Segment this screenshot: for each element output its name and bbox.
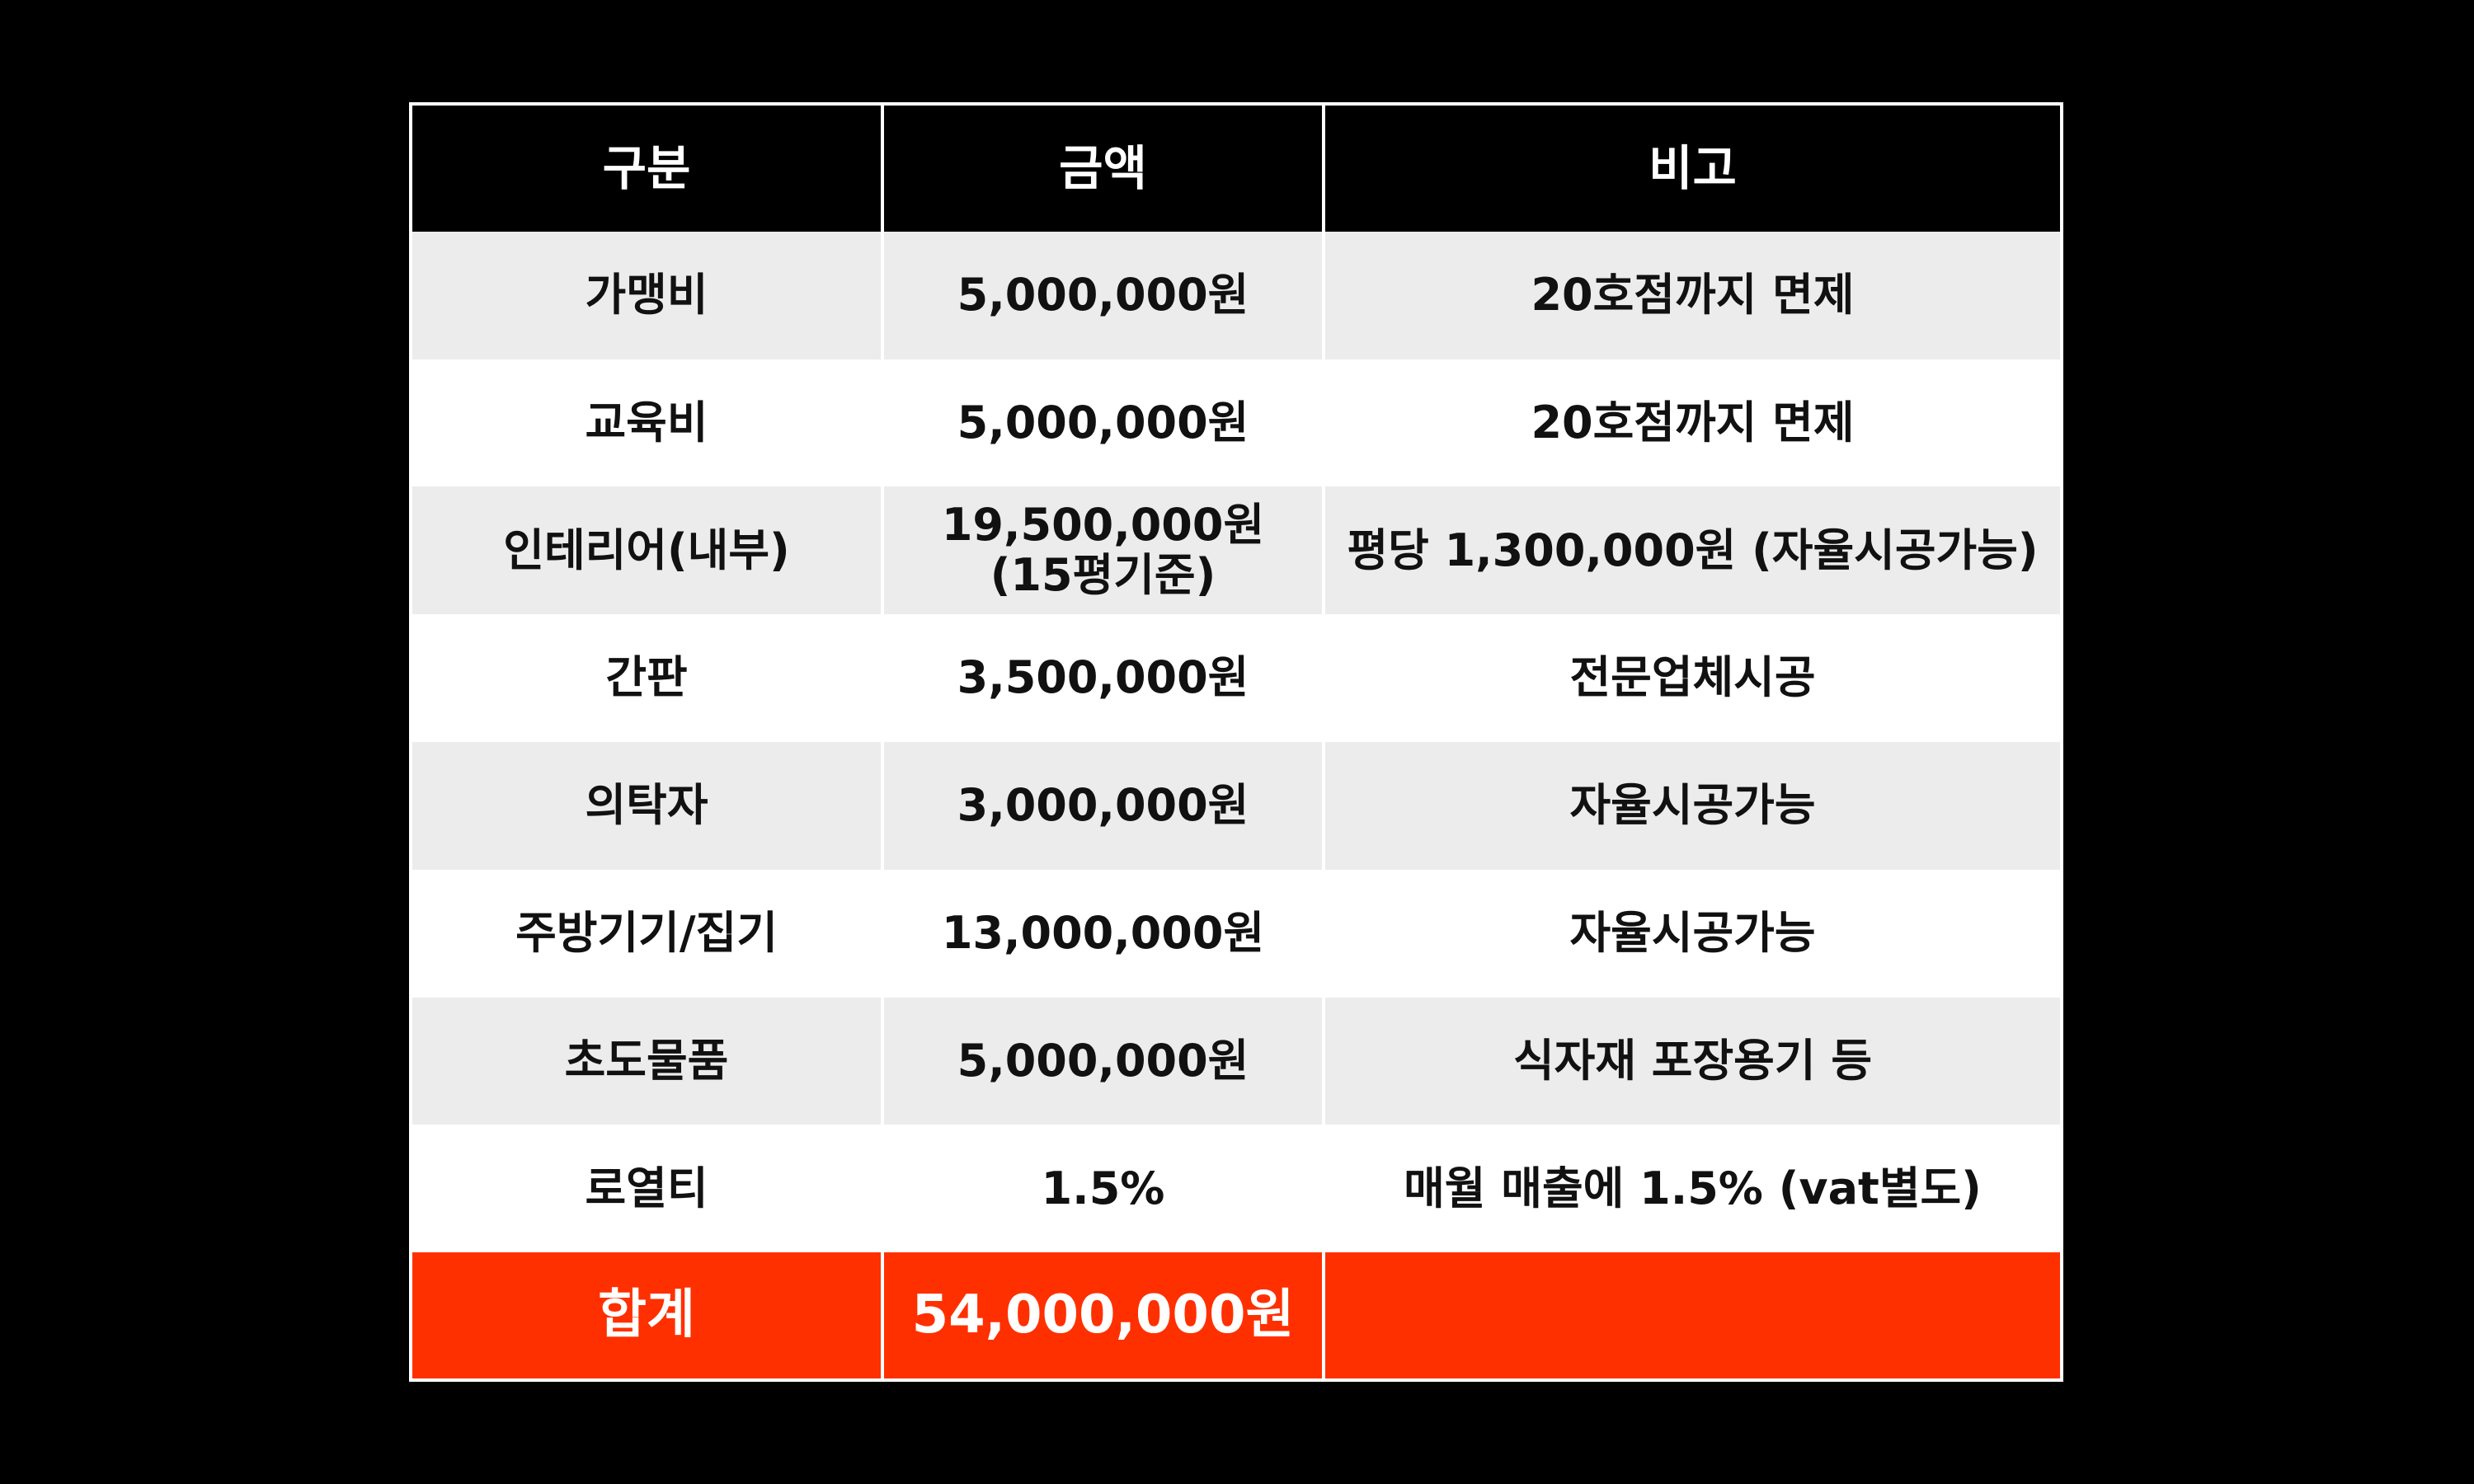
category-cell: 주방기기/집기 xyxy=(412,869,882,998)
total-remark xyxy=(1322,1252,2060,1378)
remark-cell: 평당 1,300,000원 (자율시공가능) xyxy=(1322,486,2060,615)
header-category: 구분 xyxy=(412,106,882,232)
amount-cell: 5,000,000원 xyxy=(881,997,1324,1125)
table-row: 교육비 5,000,000원 20호점까지 면제 xyxy=(412,359,2060,487)
category-cell: 간판 xyxy=(412,614,882,742)
header-remark: 비고 xyxy=(1322,106,2060,232)
amount-cell: 3,000,000원 xyxy=(881,741,1324,870)
remark-cell: 식자재 포장용기 등 xyxy=(1322,997,2060,1125)
amount-cell: 3,500,000원 xyxy=(881,614,1324,742)
remark-cell: 20호점까지 면제 xyxy=(1322,231,2060,359)
remark-cell: 20호점까지 면제 xyxy=(1322,359,2060,487)
table-row: 가맹비 5,000,000원 20호점까지 면제 xyxy=(412,231,2060,359)
total-amount: 54,000,000원 xyxy=(881,1252,1324,1378)
remark-cell: 매월 매출에 1.5% (vat별도) xyxy=(1322,1125,2060,1253)
remark-cell: 자율시공가능 xyxy=(1322,741,2060,870)
amount-cell: 5,000,000원 xyxy=(881,359,1324,487)
total-row: 합계 54,000,000원 xyxy=(412,1252,2060,1378)
category-cell: 초도물품 xyxy=(412,997,882,1125)
table-row: 초도물품 5,000,000원 식자재 포장용기 등 xyxy=(412,997,2060,1125)
franchise-cost-table: 구분 금액 비고 가맹비 5,000,000원 20호점까지 면제 교육비 5,… xyxy=(412,106,2060,1378)
table-row: 로열티 1.5% 매월 매출에 1.5% (vat별도) xyxy=(412,1125,2060,1253)
amount-cell: 13,000,000원 xyxy=(881,869,1324,998)
table-row: 간판 3,500,000원 전문업체시공 xyxy=(412,614,2060,742)
category-cell: 로열티 xyxy=(412,1125,882,1253)
category-cell: 가맹비 xyxy=(412,231,882,359)
category-cell: 교육비 xyxy=(412,359,882,487)
category-cell: 인테리어(내부) xyxy=(412,486,882,615)
amount-note: (15평기준) xyxy=(990,548,1216,601)
remark-cell: 전문업체시공 xyxy=(1322,614,2060,742)
table-row: 의탁자 3,000,000원 자율시공가능 xyxy=(412,741,2060,870)
amount-cell: 19,500,000원 (15평기준) xyxy=(881,486,1324,615)
table-header-row: 구분 금액 비고 xyxy=(412,106,2060,232)
amount-cell: 1.5% xyxy=(881,1125,1324,1253)
table-row: 인테리어(내부) 19,500,000원 (15평기준) 평당 1,300,00… xyxy=(412,486,2060,615)
category-cell: 의탁자 xyxy=(412,741,882,870)
total-label: 합계 xyxy=(412,1252,882,1378)
cost-table-container: 구분 금액 비고 가맹비 5,000,000원 20호점까지 면제 교육비 5,… xyxy=(409,102,2063,1382)
remark-cell: 자율시공가능 xyxy=(1322,869,2060,998)
amount-value: 19,500,000원 xyxy=(941,499,1265,552)
header-amount: 금액 xyxy=(881,106,1324,232)
amount-cell: 5,000,000원 xyxy=(881,231,1324,359)
table-row: 주방기기/집기 13,000,000원 자율시공가능 xyxy=(412,869,2060,998)
